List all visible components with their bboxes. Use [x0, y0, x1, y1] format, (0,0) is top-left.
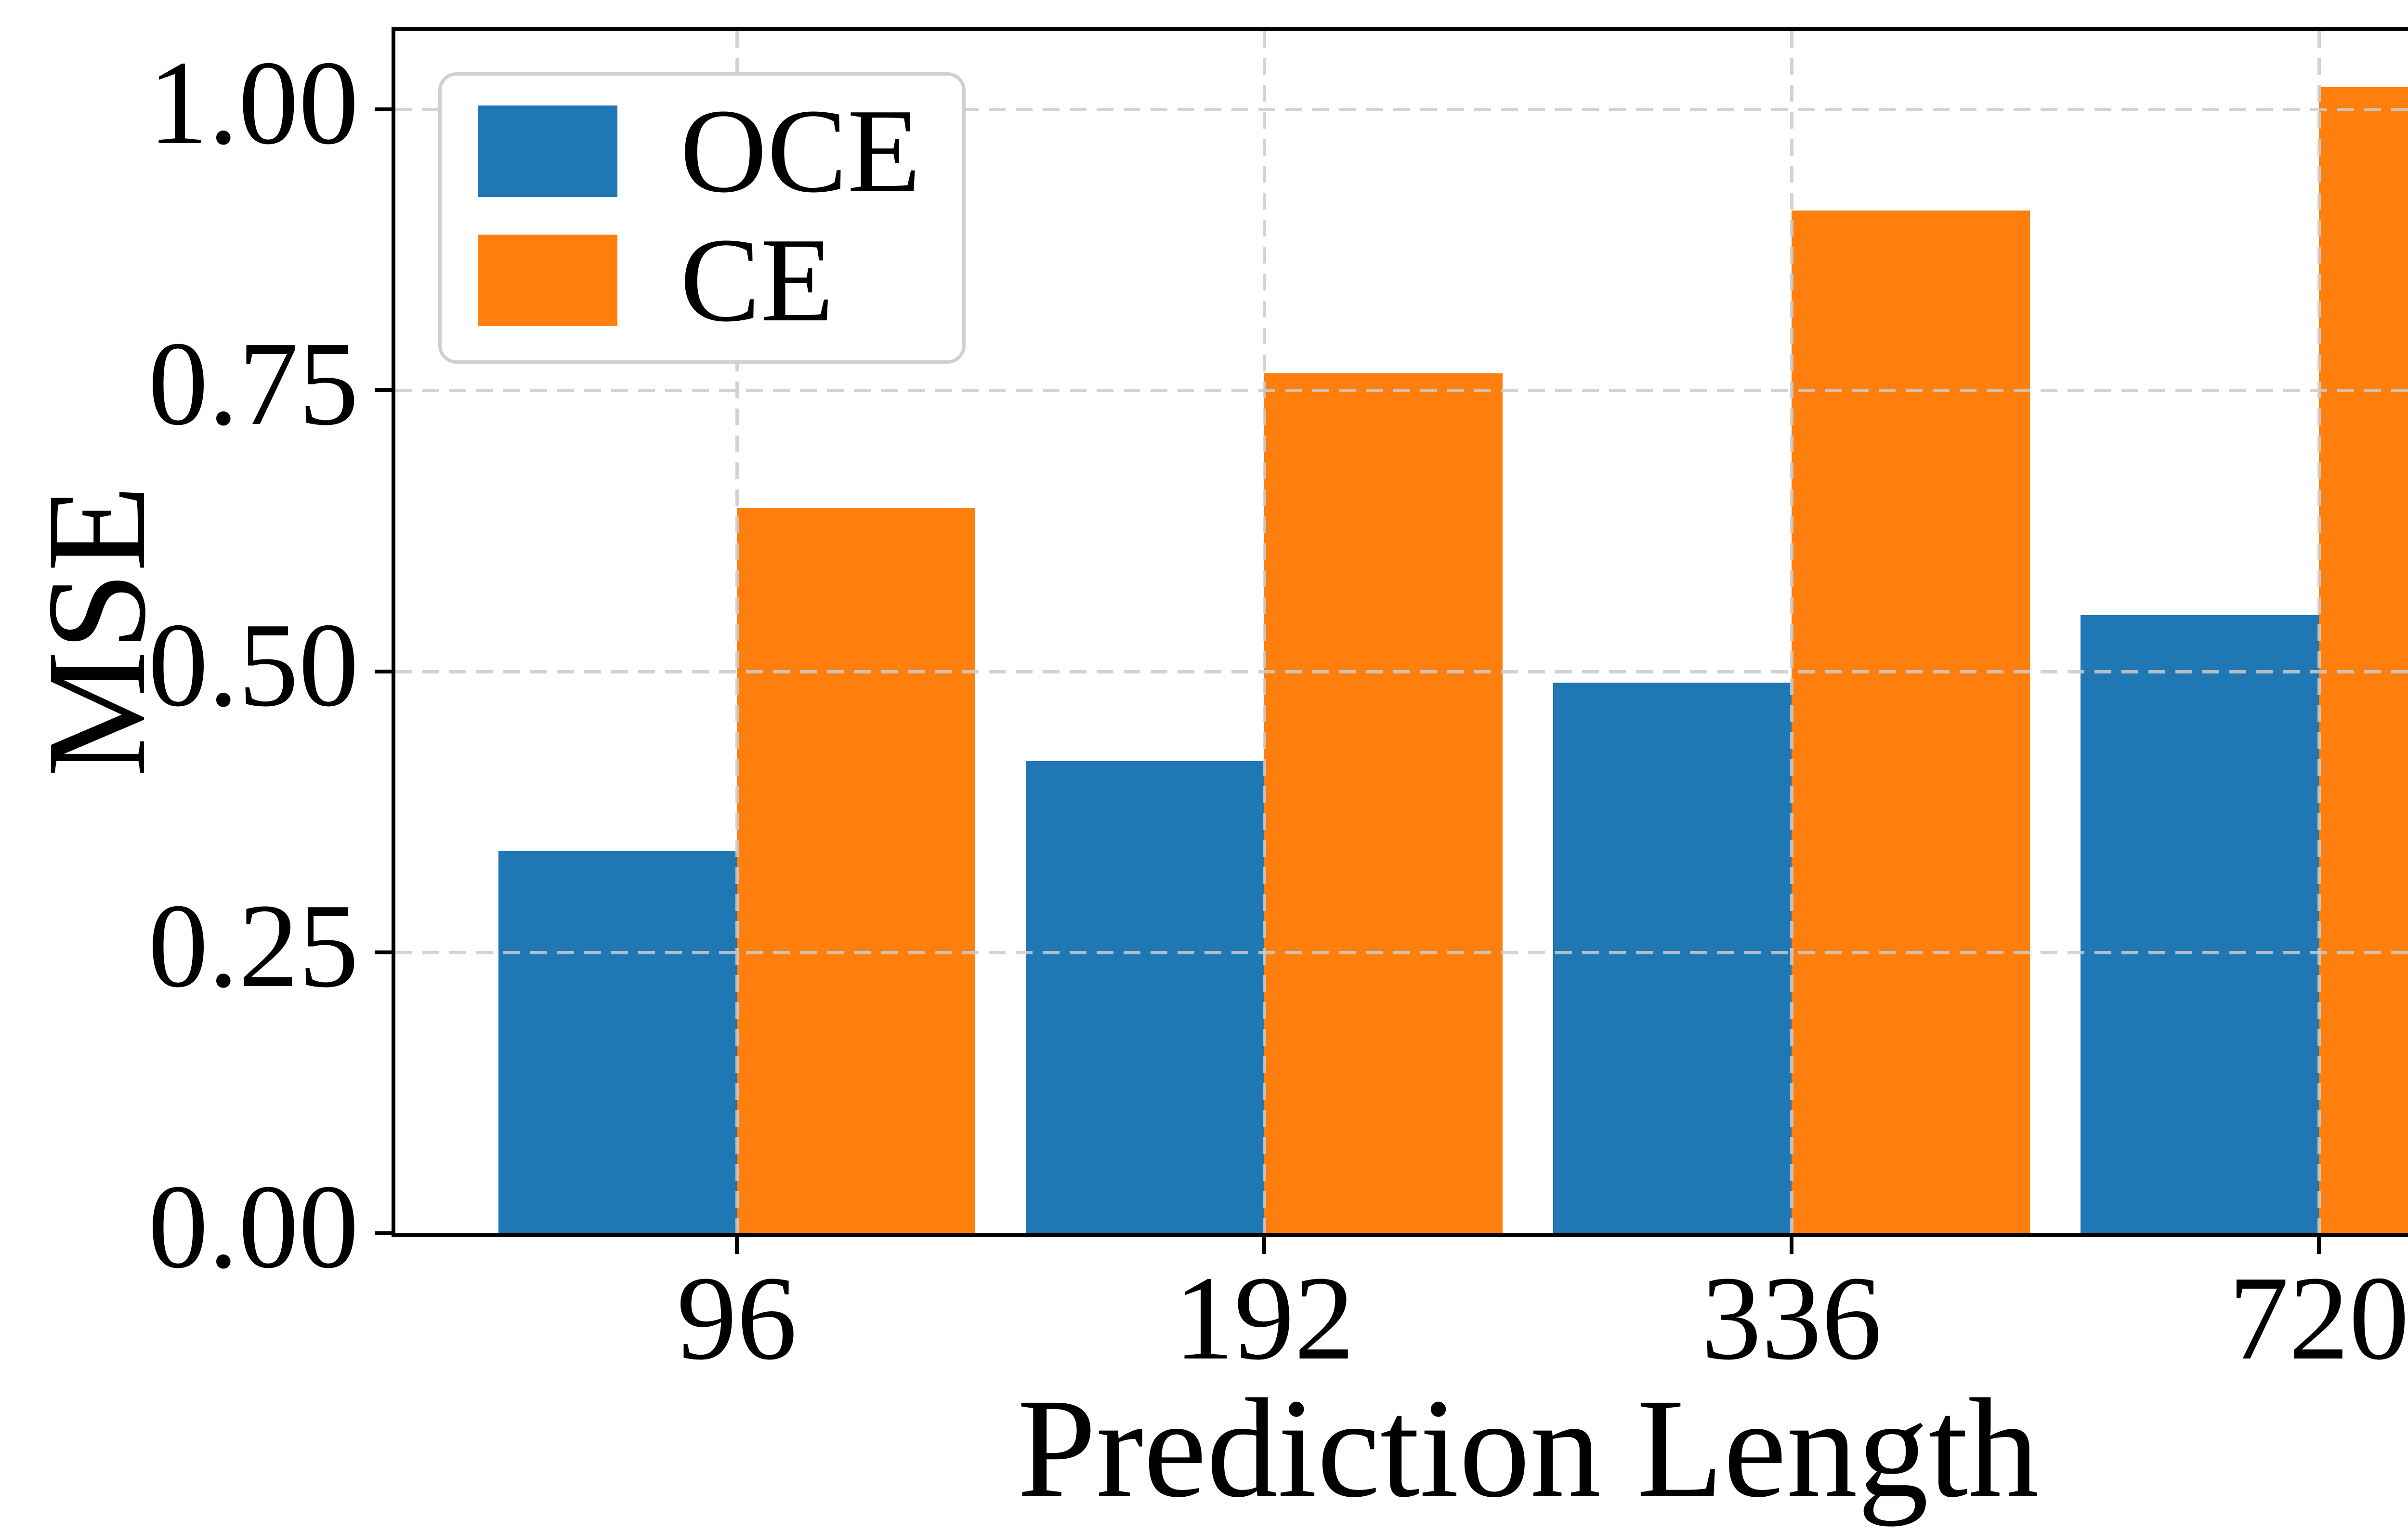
x-tick-label-720: 720 — [2228, 1252, 2408, 1385]
legend-label-ce: CE — [680, 213, 834, 347]
y-tick-label-0.75: 0.75 — [148, 317, 359, 450]
legend-box: OCE CE — [438, 72, 966, 364]
y-axis-label: MSE — [17, 485, 175, 778]
x-tick-192 — [1262, 1237, 1266, 1254]
bar-oce-96 — [498, 851, 737, 1233]
y-tick-0.25 — [375, 950, 392, 954]
axes-frame — [392, 27, 2408, 1237]
plot-area — [395, 31, 2408, 1233]
legend-entry-oce: OCE — [478, 91, 962, 211]
y-tick-label-0.50: 0.50 — [148, 598, 359, 732]
legend-entry-ce: CE — [478, 220, 962, 341]
bar-ce-192 — [1264, 373, 1503, 1233]
bar-oce-192 — [1026, 761, 1264, 1233]
y-tick-label-0.25: 0.25 — [148, 879, 359, 1013]
y-tick-0.50 — [375, 670, 392, 673]
x-axis-label: Prediction Length — [1017, 1369, 2039, 1527]
legend-label-oce: OCE — [680, 84, 921, 218]
legend-swatch-ce — [478, 235, 617, 326]
gridline-y-1.00 — [395, 108, 2408, 111]
bar-oce-720 — [2081, 615, 2319, 1233]
y-tick-0.75 — [375, 388, 392, 392]
x-tick-336 — [1790, 1237, 1793, 1254]
x-tick-96 — [735, 1237, 739, 1254]
gridline-x-720 — [2317, 31, 2321, 1233]
x-tick-720 — [2317, 1237, 2321, 1254]
bar-ce-96 — [737, 508, 975, 1233]
x-tick-label-96: 96 — [677, 1252, 797, 1385]
gridline-x-96 — [735, 31, 739, 1233]
bar-oce-336 — [1553, 683, 1792, 1233]
gridline-x-192 — [1263, 31, 1266, 1233]
bar-ce-336 — [1792, 211, 2030, 1233]
gridline-y-0.25 — [395, 951, 2408, 954]
y-tick-label-1.00: 1.00 — [148, 36, 359, 170]
x-tick-label-192: 192 — [1174, 1252, 1355, 1385]
y-tick-1.00 — [375, 107, 392, 111]
y-tick-0.00 — [375, 1231, 392, 1235]
x-tick-label-336: 336 — [1701, 1252, 1882, 1385]
bar-ce-720 — [2319, 87, 2408, 1233]
y-tick-label-0.00: 0.00 — [148, 1160, 359, 1293]
gridline-y-0.50 — [395, 670, 2408, 673]
legend-swatch-oce — [478, 106, 617, 197]
gridline-y-0.75 — [395, 389, 2408, 392]
gridline-x-336 — [1790, 31, 1793, 1233]
